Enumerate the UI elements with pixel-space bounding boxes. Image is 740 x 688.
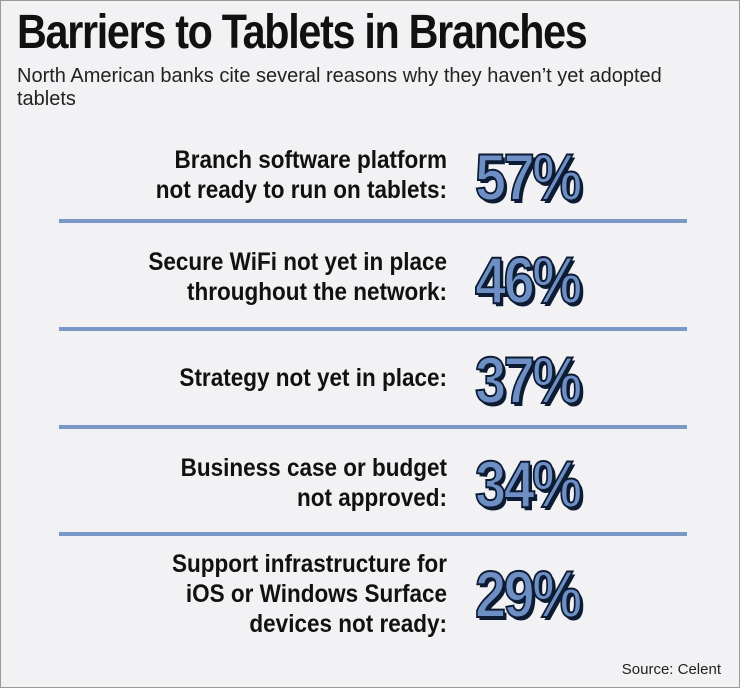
row-divider [59,532,687,536]
row-label-line: Support infrastructure for [171,550,447,578]
row-label-line: throughout the network: [187,278,447,306]
row-divider [59,219,687,223]
percent-value: 29% [474,557,583,631]
percent-value: 46% [474,243,583,317]
row-label-line: not approved: [296,484,447,512]
source-note: Source: Celent [621,661,721,678]
row-label-line: Business case or budget [180,454,447,482]
row-label: Strategy not yet in place: [96,363,447,393]
row-label-line: Branch software platform [174,146,447,174]
row-divider [59,425,687,429]
row-label: Business case or budget not approved: [96,453,447,513]
table-row: Branch software platform not ready to ru… [1,139,740,215]
table-row: Support infrastructure for iOS or Window… [1,545,740,645]
page-title: Barriers to Tablets in Branches [17,6,588,59]
table-row: Business case or budget not approved: 34… [1,443,740,523]
row-divider [59,327,687,331]
table-row: Secure WiFi not yet in place throughout … [1,239,740,319]
row-label: Branch software platform not ready to ru… [96,145,447,205]
page-subtitle: North American banks cite several reason… [17,65,662,110]
percent-value: 37% [474,343,583,417]
row-label: Support infrastructure for iOS or Window… [96,549,447,639]
row-label-line: devices not ready: [249,610,447,638]
percent-value: 34% [474,447,583,521]
table-row: Strategy not yet in place: 37% [1,341,740,417]
row-label: Secure WiFi not yet in place throughout … [96,247,447,307]
row-label-line: iOS or Windows Surface [185,580,447,608]
percent-value: 57% [474,140,583,214]
row-label-line: Strategy not yet in place: [179,364,447,392]
row-label-line: not ready to run on tablets: [155,176,448,204]
row-label-line: Secure WiFi not yet in place [148,248,447,276]
